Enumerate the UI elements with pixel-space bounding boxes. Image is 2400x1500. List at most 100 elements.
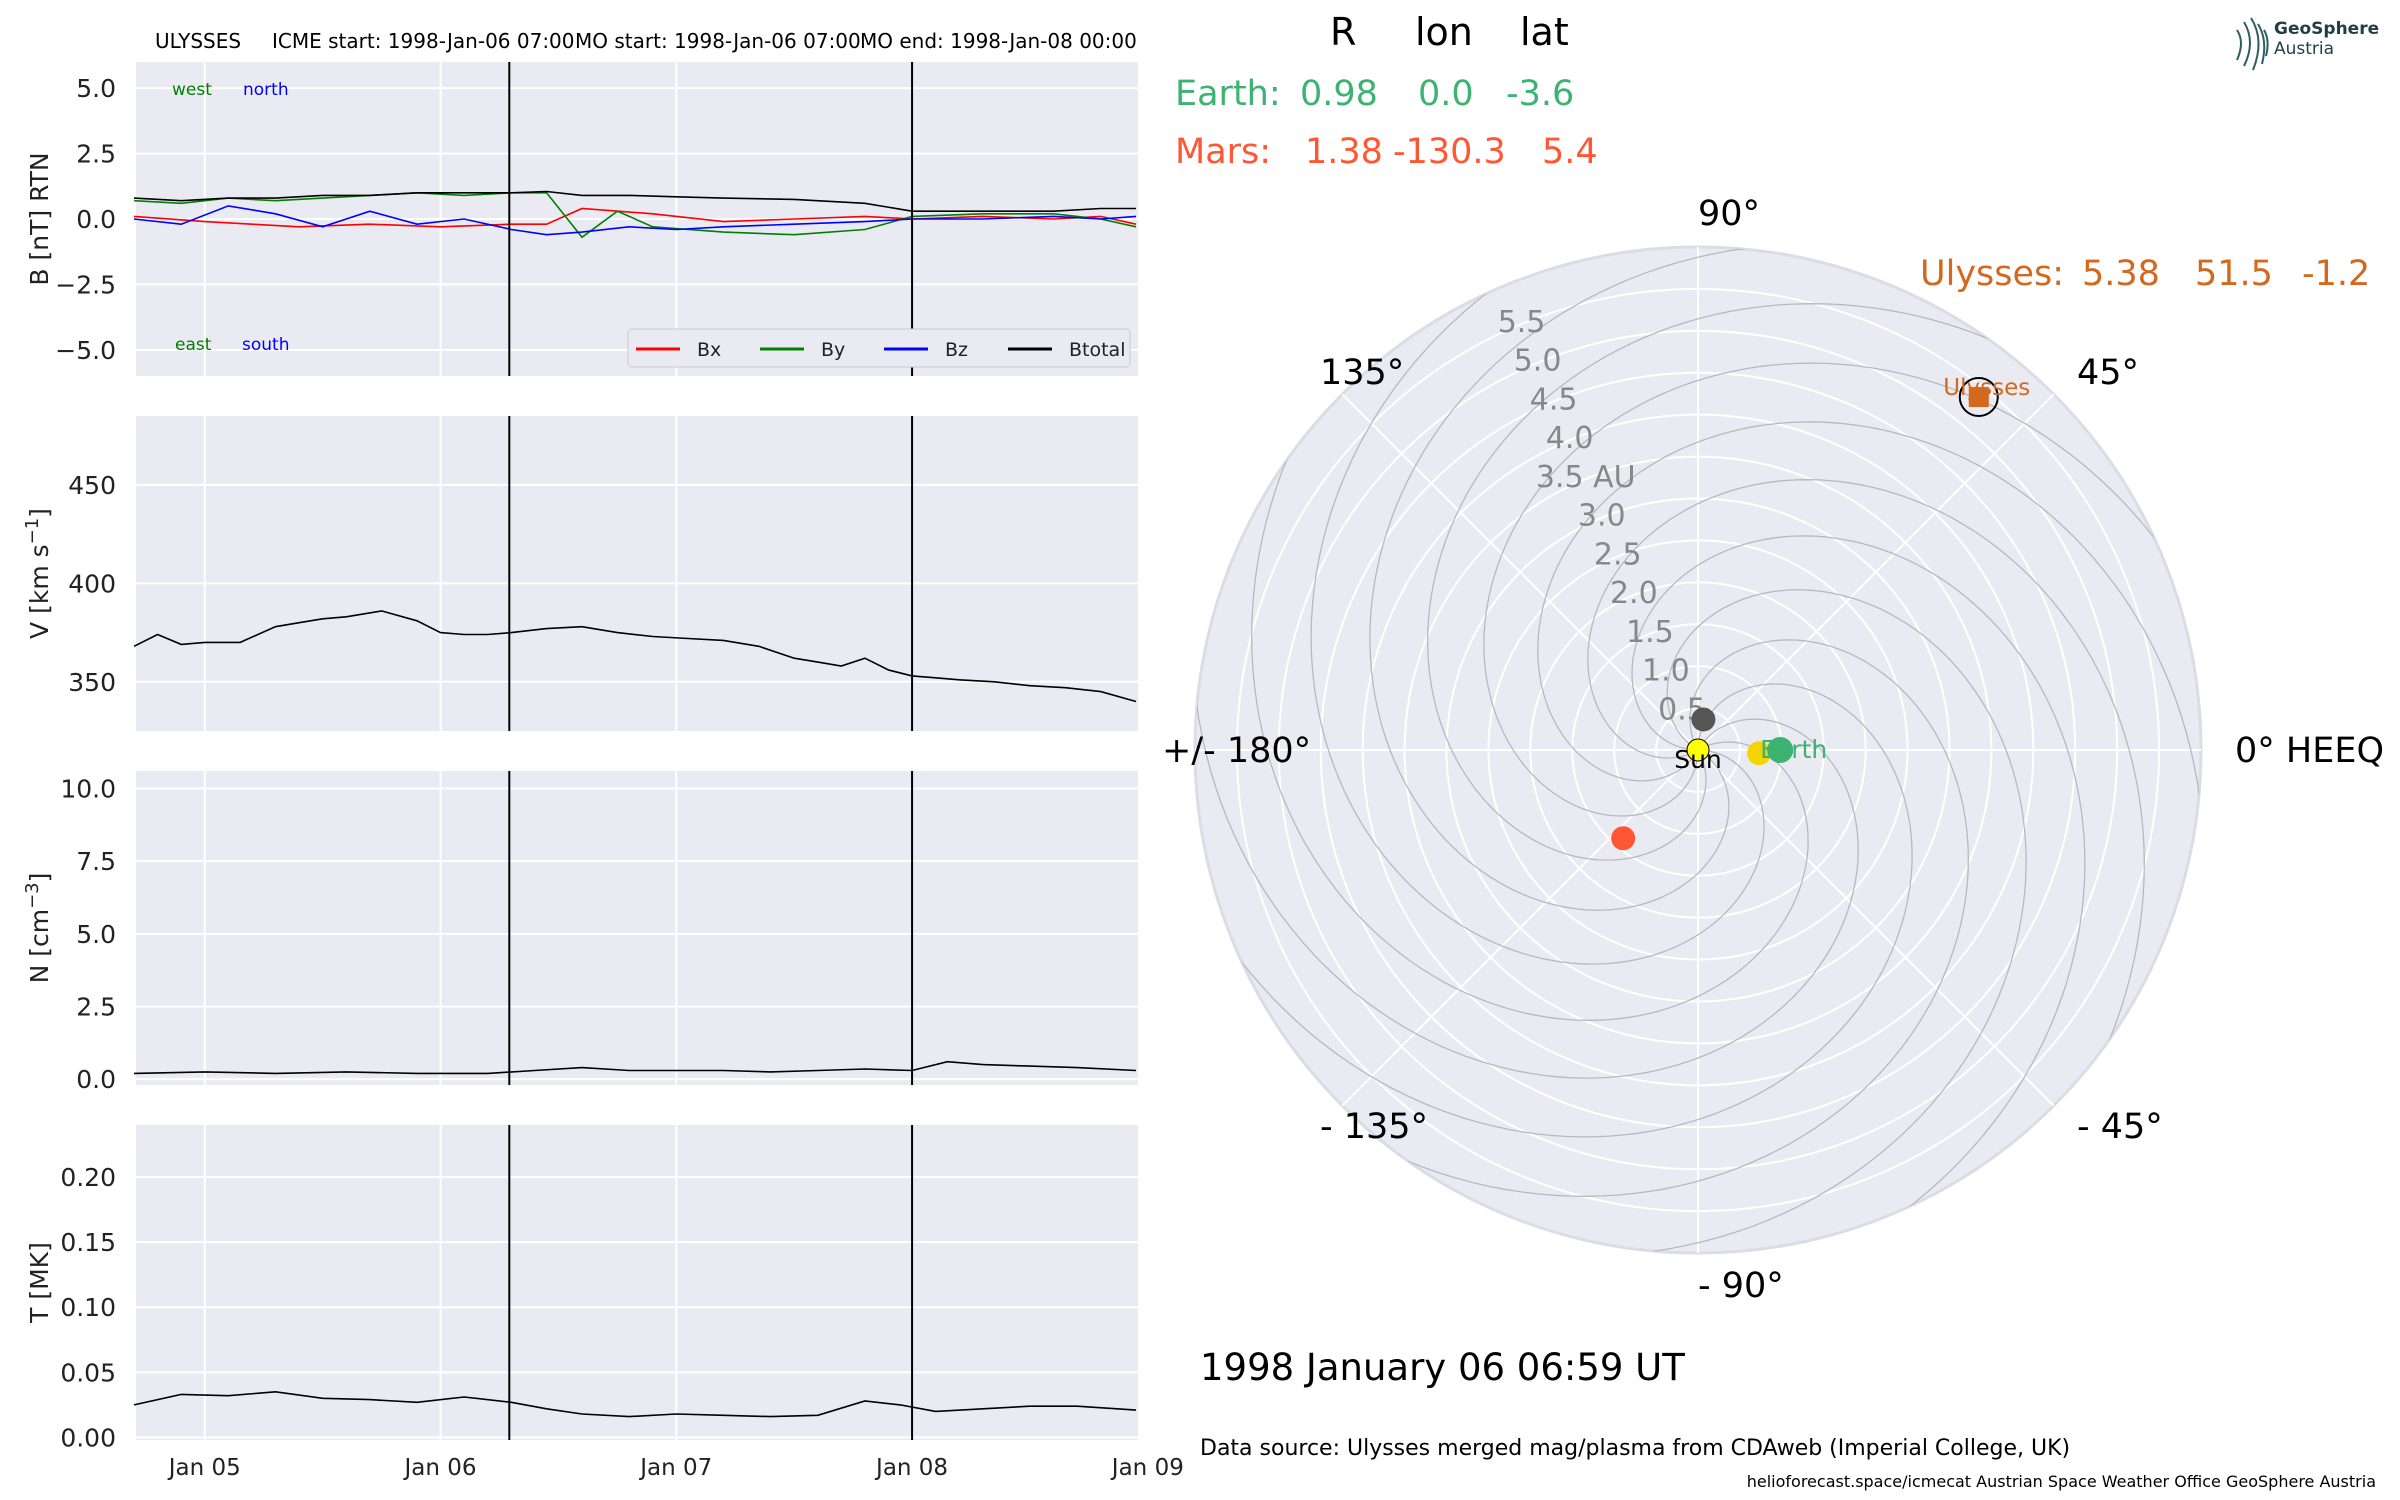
series-line-v [133,610,1137,703]
polar-grid-spoke [1697,393,2055,751]
angle-label-45: 45° [2077,353,2139,393]
ulysses-position-r: 5.38 [2082,254,2160,294]
y-tick-label: 0.20 [60,1163,116,1192]
parker-spirals [1195,247,2201,1253]
geosphere-logo: GeoSphere Austria [2236,17,2379,71]
y-tick-label: −5.0 [55,336,116,365]
mars-position-r: 1.38 [1305,132,1383,172]
y-axis-label: T [MK] [25,1242,54,1324]
angle-label-minus90: - 90° [1698,1266,1784,1306]
y-tick-label: 0.0 [76,1065,116,1094]
panel-3: 0.20 0.15 0.10 0.05 0.00 T [MK] [25,1125,1149,1452]
angle-label-0: 0° HEEQ [2235,731,2384,771]
y-tick-label: −2.5 [55,270,116,299]
sun-marker [1686,738,1710,762]
radial-tick-label: 3.5 AU [1536,460,1636,495]
ulysses-ring [1958,377,1999,418]
annotation-south: south [242,335,289,355]
radial-tick-label: 1.0 [1642,654,1690,689]
header-mo-end: MO end: 1998-Jan-08 00:00 [860,29,1137,53]
polar-grid-spoke [1697,749,2055,1107]
x-tick-label: Jan 08 [874,1455,948,1481]
radial-tick-label: 3.0 [1578,499,1626,534]
panel-0: 5.0 2.5 0.0 −2.5 −5.0 B [nT] RTN [25,62,1149,376]
geosphere-logo-icon [2236,17,2269,71]
x-tick-label: Jan 06 [403,1455,477,1481]
series-line-bz [133,205,1137,236]
radial-tick-label: 2.0 [1610,576,1658,611]
y-tick-label: 450 [68,471,116,500]
mars-marker [1611,826,1636,851]
positions-head-r: R [1330,10,1356,54]
legend-btotal-label: Btotal [1069,339,1125,361]
y-axis-label: B [nT] RTN [25,152,54,285]
y-tick-label: 0.05 [60,1358,116,1387]
parker-spiral [1631,535,2086,1220]
polar-grid-spoke [1341,393,1699,751]
parker-spiral [1427,303,2007,861]
x-tick-label: Jan 05 [167,1455,241,1481]
angle-label-minus45: - 45° [2077,1107,2163,1147]
annotation-east: east [175,335,212,355]
y-tick-label: 10.0 [60,774,116,803]
radial-tick-label: 5.5 [1498,305,1546,340]
mars-position-label: Mars: [1175,132,1271,172]
header-spacecraft: ULYSSES [155,29,241,53]
legend-box [627,328,1131,368]
earth-marker [1767,737,1794,763]
ulysses-marker [1968,387,1989,408]
data-source-label: Data source: Ulysses merged mag/plasma f… [1200,1436,2070,1461]
header-mo-start: MO start: 1998-Jan-06 07:00 [575,29,861,53]
earth-position-label: Earth: [1175,74,1281,114]
radial-tick-label: 2.5 [1594,537,1642,572]
panel-background [136,771,1138,1085]
ulysses-marker-label: Ulysses [1943,375,2030,401]
angle-label-90: 90° [1698,194,1760,234]
angle-label-135: 135° [1320,353,1404,393]
legend-bx-label: Bx [697,339,721,361]
datetime-label: 1998 January 06 06:59 UT [1200,1346,1685,1389]
b-legend: Bx By Bz Btotal [627,328,1131,368]
earth-marker-label: Earth [1760,735,1827,764]
panel-2: 10.0 7.5 5.0 2.5 0.0 N [cm−3] [22,771,1149,1094]
parker-spiral [1195,684,1859,1079]
parker-spiral [1369,247,1764,911]
y-tick-label: 350 [68,668,116,697]
annotation-north: north [243,80,289,100]
positions-head-lat: lat [1520,10,1569,54]
parker-spiral [1251,441,1809,1021]
y-tick-label: 2.5 [76,993,116,1022]
y-tick-label: 0.10 [60,1293,116,1322]
parker-spiral [1228,683,1913,1138]
header-icme-start: ICME start: 1998-Jan-06 07:00 [272,29,575,53]
panel-1: 450 400 350 V [km s−1] [22,416,1149,731]
series-line-by [133,191,1137,239]
y-tick-label: 2.5 [76,140,116,169]
y-tick-label: 5.0 [76,74,116,103]
angle-label-minus135: - 135° [1320,1107,1428,1147]
parker-spiral [1389,639,1969,1197]
positions-head-lon: lon [1415,10,1473,54]
panel-background [136,416,1138,731]
earth-position-r: 0.98 [1300,74,1378,114]
legend-bz-label: Bz [945,339,968,361]
y-tick-label: 5.0 [76,920,116,949]
polar-plot: 0.51.01.52.02.53.03.5 AU4.04.55.05.5Eart… [1193,245,2203,1255]
angle-label-180: +/- 180° [1162,731,1311,771]
logo-line2: Austria [2274,39,2334,59]
mars-position-lat: 5.4 [1542,132,1598,172]
earth-position-lon: 0.0 [1418,74,1474,114]
y-tick-label: 400 [68,569,116,598]
parker-spiral [1632,589,2027,1253]
ulysses-position-label: Ulysses: [1920,254,2064,294]
ulysses-position-lat: -1.2 [2302,254,2370,294]
polar-grid-spoke [1341,749,1699,1107]
radial-tick-label: 1.5 [1626,615,1674,650]
y-axis-label: V [km s−1] [22,508,55,639]
series-line-t [133,1390,1137,1418]
x-tick-label: Jan 07 [638,1455,712,1481]
credits-label: helioforecast.space/icmecat Austrian Spa… [1747,1472,2376,1491]
y-axis-label: N [cm−3] [22,873,55,984]
radial-tick-label: 4.5 [1530,382,1578,417]
